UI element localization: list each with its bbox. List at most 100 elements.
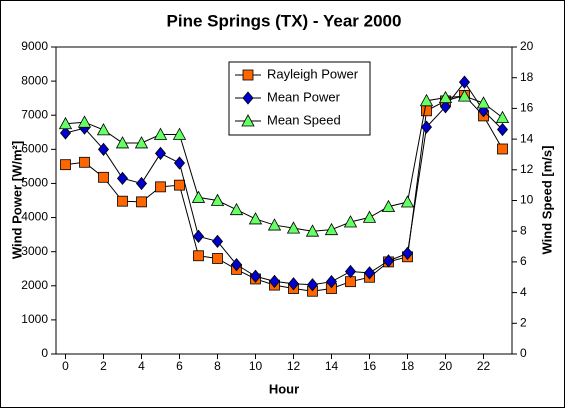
data-point <box>249 269 262 283</box>
x-tick-label: 6 <box>176 359 183 373</box>
legend-marker <box>242 91 254 105</box>
data-point <box>400 195 415 208</box>
y-tick-label: 7000 <box>21 107 48 121</box>
y-tick-label: 5000 <box>21 176 48 190</box>
y-tick-label: 3000 <box>21 244 48 258</box>
data-point <box>58 116 73 130</box>
legend-marker <box>241 114 255 127</box>
data-point <box>96 123 111 136</box>
data-point <box>134 136 149 149</box>
data-point <box>248 212 263 225</box>
data-point <box>154 146 167 161</box>
data-point <box>344 264 357 279</box>
data-point <box>212 253 223 264</box>
data-point <box>115 136 130 149</box>
data-point <box>476 96 491 109</box>
y2-tick-label: 0 <box>520 346 527 360</box>
data-point <box>421 105 432 117</box>
y2-tick-label: 2 <box>520 315 527 329</box>
y2-tick-label: 10 <box>520 193 534 207</box>
data-point <box>325 275 338 289</box>
x-tick-label: 18 <box>401 359 415 373</box>
legend-marker <box>242 69 254 81</box>
data-point <box>382 254 395 268</box>
y-axis-label: Wind Power [W/m²] <box>9 141 24 259</box>
data-point <box>497 143 508 155</box>
data-point <box>153 127 168 140</box>
data-point <box>495 110 510 124</box>
legend-label: Mean Power <box>267 89 341 104</box>
data-point <box>98 171 109 183</box>
data-point <box>173 156 186 170</box>
data-point <box>60 159 71 171</box>
x-axis-label: Hour <box>269 381 299 396</box>
chart-title: Pine Springs (TX) - Year 2000 <box>167 11 402 30</box>
data-point <box>79 156 90 168</box>
x-tick-label: 16 <box>363 359 377 373</box>
data-point <box>268 274 281 288</box>
y-tick-label: 2000 <box>21 278 48 292</box>
y-tick-label: 1000 <box>21 312 48 326</box>
x-tick-label: 4 <box>138 359 145 373</box>
x-tick-label: 14 <box>325 359 339 373</box>
data-point <box>267 218 282 231</box>
data-point <box>458 75 471 89</box>
data-point <box>345 276 356 288</box>
data-point <box>419 93 434 107</box>
data-point <box>439 100 452 114</box>
data-point <box>420 120 433 134</box>
x-tick-label: 2 <box>100 359 107 373</box>
y2-tick-label: 6 <box>520 254 527 268</box>
x-tick-label: 8 <box>214 359 221 373</box>
x-tick-label: 12 <box>287 359 301 373</box>
data-point <box>97 142 110 156</box>
data-point <box>136 196 147 208</box>
y2-tick-label: 18 <box>520 70 534 84</box>
x-tick-label: 22 <box>477 359 491 373</box>
data-point <box>155 181 166 193</box>
y2-tick-label: 4 <box>520 285 527 299</box>
y2-tick-label: 14 <box>520 131 534 145</box>
data-point <box>286 221 301 234</box>
data-point <box>116 171 129 185</box>
data-point <box>287 277 300 291</box>
data-point <box>59 126 72 140</box>
data-point <box>229 202 244 216</box>
x-tick-label: 10 <box>249 359 263 373</box>
data-point <box>381 199 396 213</box>
y2-tick-label: 20 <box>520 39 534 53</box>
data-point <box>117 195 128 207</box>
legend-label: Mean Speed <box>267 112 341 127</box>
data-point <box>174 179 185 191</box>
data-point <box>362 210 377 223</box>
data-point <box>438 90 453 104</box>
y-tick-label: 9000 <box>21 39 48 53</box>
data-point <box>343 215 358 228</box>
y2-tick-label: 8 <box>520 223 527 237</box>
data-point <box>457 89 472 102</box>
data-point <box>172 127 187 140</box>
y-tick-label: 8000 <box>21 73 48 87</box>
x-tick-label: 20 <box>439 359 453 373</box>
x-tick-label: 0 <box>62 359 69 373</box>
data-point <box>363 266 376 280</box>
data-point <box>192 229 205 243</box>
y2-tick-label: 12 <box>520 162 534 176</box>
y2-tick-label: 16 <box>520 101 534 115</box>
data-point <box>230 258 243 272</box>
data-point <box>135 176 148 191</box>
data-point <box>193 250 204 262</box>
legend-label: Rayleigh Power <box>267 66 359 81</box>
data-point <box>324 222 339 236</box>
y-tick-label: 4000 <box>21 210 48 224</box>
data-point <box>496 122 509 137</box>
y-tick-label: 6000 <box>21 142 48 156</box>
data-point <box>77 115 92 128</box>
data-point <box>191 190 206 203</box>
y-tick-label: 0 <box>41 346 48 360</box>
data-point <box>401 246 414 260</box>
data-point <box>305 224 320 237</box>
data-point <box>306 278 319 292</box>
y2-axis-label: Wind Speed [m/s] <box>539 146 554 255</box>
